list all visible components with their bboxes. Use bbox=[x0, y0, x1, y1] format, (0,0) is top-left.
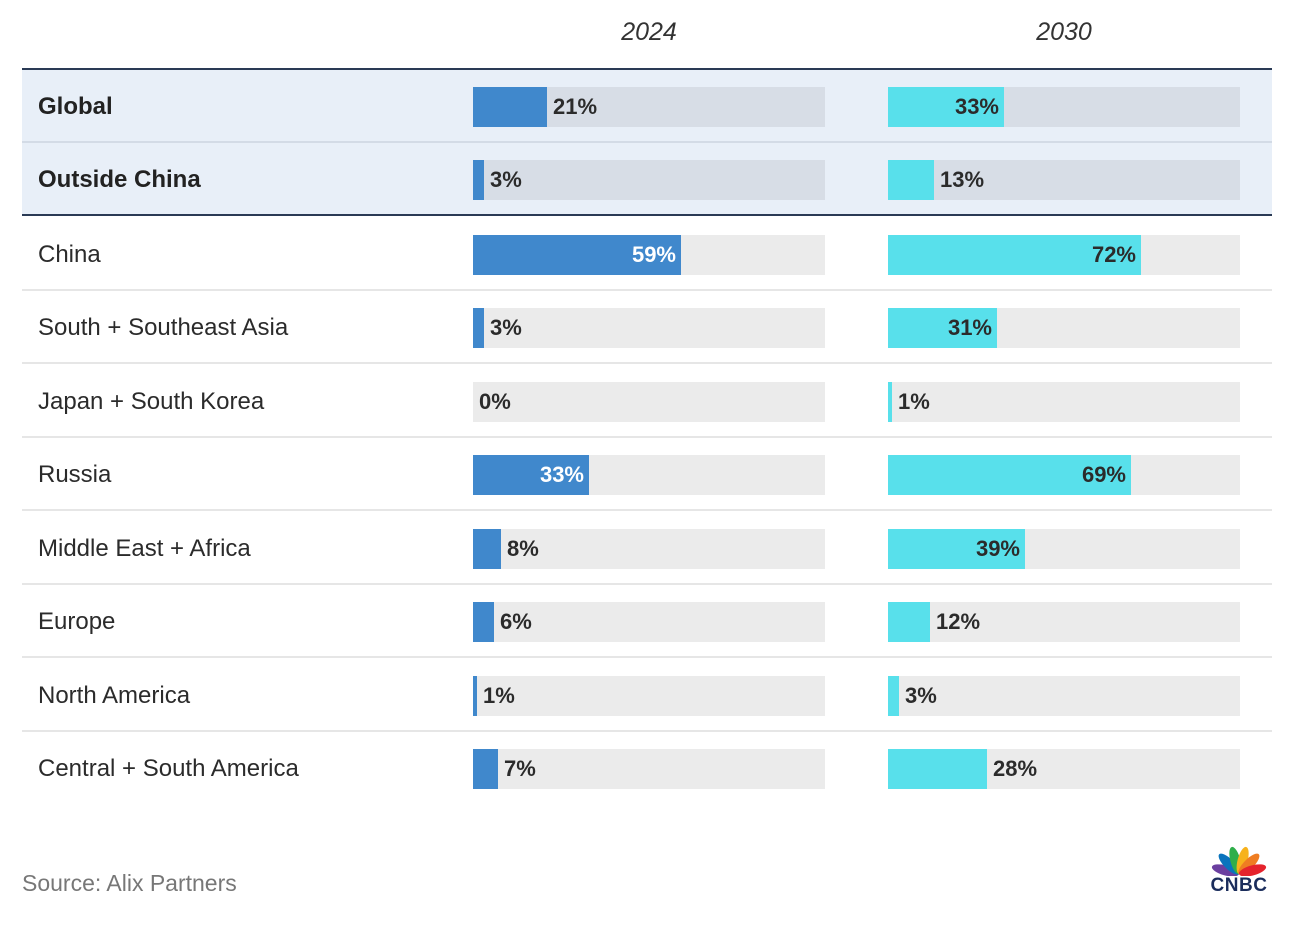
bar-track-2024: 3% bbox=[473, 308, 825, 348]
cnbc-peacock-icon bbox=[1211, 846, 1267, 877]
bar-track-2024: 1% bbox=[473, 676, 825, 716]
bar-2024 bbox=[473, 749, 498, 789]
bar-2030 bbox=[888, 160, 934, 200]
bar-2030 bbox=[888, 308, 997, 348]
data-label: 69% bbox=[1081, 462, 1126, 487]
table-row: Japan + South Korea 0% 1% bbox=[22, 365, 1272, 438]
data-label: 72% bbox=[1091, 242, 1136, 267]
bar-2030 bbox=[888, 455, 1131, 495]
bar-2030 bbox=[888, 235, 1141, 275]
bar-track-2030: 69% bbox=[888, 455, 1240, 495]
bar-track-2030: 39% bbox=[888, 529, 1240, 569]
row-label: Japan + South Korea bbox=[38, 388, 265, 415]
data-label: 3% bbox=[490, 167, 522, 192]
bar-2024 bbox=[473, 87, 547, 127]
bar-track-2024: 33% bbox=[473, 455, 825, 495]
bar-2030 bbox=[888, 382, 892, 422]
bar-track-2024: 6% bbox=[473, 602, 825, 642]
data-label: 39% bbox=[975, 536, 1020, 561]
bar-2024 bbox=[473, 602, 494, 642]
row-label: Russia bbox=[38, 461, 112, 488]
data-label: 21% bbox=[553, 94, 598, 119]
data-label: 3% bbox=[490, 315, 522, 340]
cnbc-logo: CNBC bbox=[1205, 842, 1273, 898]
row-label: South + Southeast Asia bbox=[38, 314, 289, 341]
bar-track-2030: 12% bbox=[888, 602, 1240, 642]
bar-track-2024: 0% bbox=[473, 382, 825, 422]
table-row: Russia 33% 69% bbox=[22, 438, 1272, 511]
row-label: Global bbox=[38, 93, 113, 120]
bar-2024 bbox=[473, 160, 484, 200]
bar-track-2030: 31% bbox=[888, 308, 1240, 348]
data-label: 6% bbox=[500, 609, 532, 634]
bar-2030 bbox=[888, 749, 987, 789]
bar-track-2030: 13% bbox=[888, 160, 1240, 200]
data-label: 33% bbox=[539, 462, 584, 487]
bar-track-2030: 3% bbox=[888, 676, 1240, 716]
row-label: North America bbox=[38, 682, 191, 709]
bar-track-2030: 28% bbox=[888, 749, 1240, 789]
bar-2024 bbox=[473, 235, 681, 275]
data-label: 0% bbox=[479, 389, 511, 414]
bar-track-2030: 1% bbox=[888, 382, 1240, 422]
table-row: South + Southeast Asia 3% 31% bbox=[22, 291, 1272, 364]
bar-track-2024: 7% bbox=[473, 749, 825, 789]
header-rule bbox=[22, 68, 1272, 70]
row-label: Middle East + Africa bbox=[38, 535, 251, 562]
section-rule bbox=[22, 214, 1272, 216]
table-row: Global 21% 33% bbox=[22, 70, 1272, 143]
data-label: 28% bbox=[993, 756, 1038, 781]
column-header-2024: 2024 bbox=[621, 18, 677, 46]
bar-track-2030: 72% bbox=[888, 235, 1240, 275]
column-header-2030: 2030 bbox=[1036, 18, 1092, 46]
bar-track-2024: 59% bbox=[473, 235, 825, 275]
data-label: 1% bbox=[483, 683, 515, 708]
bar-2030 bbox=[888, 602, 930, 642]
bar-2024 bbox=[473, 455, 589, 495]
table-row: Europe 6% 12% bbox=[22, 585, 1272, 658]
bar-2030 bbox=[888, 87, 1004, 127]
data-label: 1% bbox=[898, 389, 930, 414]
data-label: 8% bbox=[507, 536, 539, 561]
data-label: 3% bbox=[905, 683, 937, 708]
table-row: Central + South America 7% 28% bbox=[22, 732, 1272, 805]
data-label: 7% bbox=[504, 756, 536, 781]
bar-track-2024: 21% bbox=[473, 87, 825, 127]
table-row: China 59% 72% bbox=[22, 218, 1272, 291]
row-label: China bbox=[38, 241, 101, 268]
bar-track-2024: 8% bbox=[473, 529, 825, 569]
data-label: 31% bbox=[947, 315, 992, 340]
source-note: Source: Alix Partners bbox=[22, 870, 237, 896]
table-row: Middle East + Africa 8% 39% bbox=[22, 512, 1272, 585]
bar-track-2024: 3% bbox=[473, 160, 825, 200]
table-row: North America 1% 3% bbox=[22, 659, 1272, 732]
data-label: 12% bbox=[936, 609, 981, 634]
bar-track-2030: 33% bbox=[888, 87, 1240, 127]
logo-text: CNBC bbox=[1210, 875, 1268, 896]
bar-2030 bbox=[888, 676, 899, 716]
data-label: 33% bbox=[954, 94, 999, 119]
bar-2024 bbox=[473, 529, 501, 569]
table-row: Outside China 3% 13% bbox=[22, 143, 1272, 216]
row-label: Central + South America bbox=[38, 755, 299, 782]
bar-2030 bbox=[888, 529, 1025, 569]
row-label: Outside China bbox=[38, 166, 201, 193]
row-label: Europe bbox=[38, 608, 116, 635]
data-label: 13% bbox=[940, 167, 985, 192]
data-label: 59% bbox=[631, 242, 676, 267]
bar-2024 bbox=[473, 676, 477, 716]
bar-2024 bbox=[473, 308, 484, 348]
